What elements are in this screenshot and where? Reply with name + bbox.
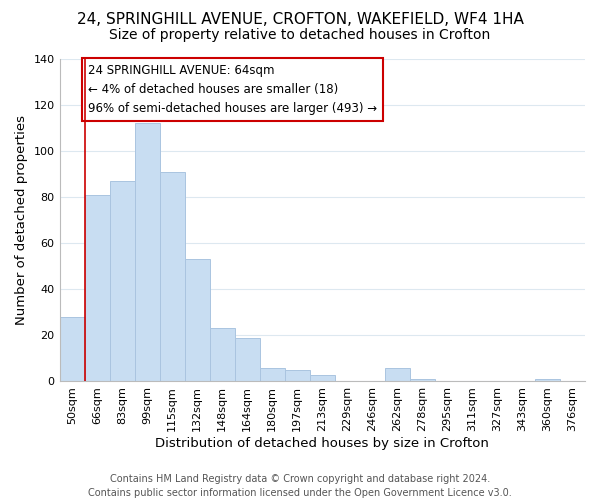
Bar: [385, 368, 410, 382]
Bar: [160, 172, 185, 382]
Text: Size of property relative to detached houses in Crofton: Size of property relative to detached ho…: [109, 28, 491, 42]
Text: 24 SPRINGHILL AVENUE: 64sqm
← 4% of detached houses are smaller (18)
96% of semi: 24 SPRINGHILL AVENUE: 64sqm ← 4% of deta…: [88, 64, 377, 114]
Bar: [110, 181, 134, 382]
Text: 24, SPRINGHILL AVENUE, CROFTON, WAKEFIELD, WF4 1HA: 24, SPRINGHILL AVENUE, CROFTON, WAKEFIEL…: [77, 12, 523, 28]
Y-axis label: Number of detached properties: Number of detached properties: [15, 115, 28, 325]
Bar: [260, 368, 285, 382]
Bar: [410, 379, 435, 382]
Bar: [310, 374, 335, 382]
Bar: [235, 338, 260, 382]
Bar: [209, 328, 235, 382]
Bar: [59, 317, 85, 382]
Bar: [185, 260, 209, 382]
X-axis label: Distribution of detached houses by size in Crofton: Distribution of detached houses by size …: [155, 437, 489, 450]
Bar: [285, 370, 310, 382]
Bar: [134, 124, 160, 382]
Bar: [85, 195, 110, 382]
Text: Contains HM Land Registry data © Crown copyright and database right 2024.
Contai: Contains HM Land Registry data © Crown c…: [88, 474, 512, 498]
Bar: [535, 379, 560, 382]
